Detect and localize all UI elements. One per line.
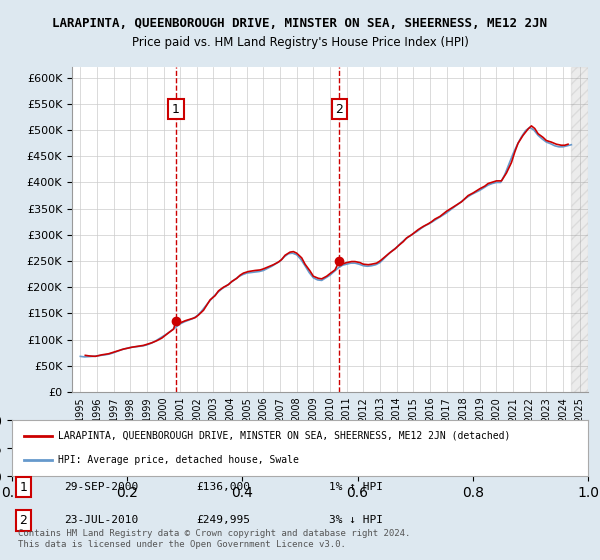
Text: 23-JUL-2010: 23-JUL-2010 [64,515,138,525]
Text: Contains HM Land Registry data © Crown copyright and database right 2024.
This d: Contains HM Land Registry data © Crown c… [18,529,410,549]
Bar [571,67,588,392]
Text: £136,000: £136,000 [196,482,250,492]
Text: Price paid vs. HM Land Registry's House Price Index (HPI): Price paid vs. HM Land Registry's House … [131,36,469,49]
Text: LARAPINTA, QUEENBOROUGH DRIVE, MINSTER ON SEA, SHEERNESS, ME12 2JN (detached): LARAPINTA, QUEENBOROUGH DRIVE, MINSTER O… [58,431,511,441]
Text: 1% ↑ HPI: 1% ↑ HPI [329,482,383,492]
Text: 2: 2 [20,514,28,527]
Text: 2: 2 [335,102,343,115]
Text: 1: 1 [20,480,28,493]
Text: LARAPINTA, QUEENBOROUGH DRIVE, MINSTER ON SEA, SHEERNESS, ME12 2JN: LARAPINTA, QUEENBOROUGH DRIVE, MINSTER O… [53,17,548,30]
Text: £249,995: £249,995 [196,515,250,525]
Text: 3% ↓ HPI: 3% ↓ HPI [329,515,383,525]
Text: 29-SEP-2000: 29-SEP-2000 [64,482,138,492]
Text: HPI: Average price, detached house, Swale: HPI: Average price, detached house, Swal… [58,455,299,465]
Text: 1: 1 [172,102,180,115]
